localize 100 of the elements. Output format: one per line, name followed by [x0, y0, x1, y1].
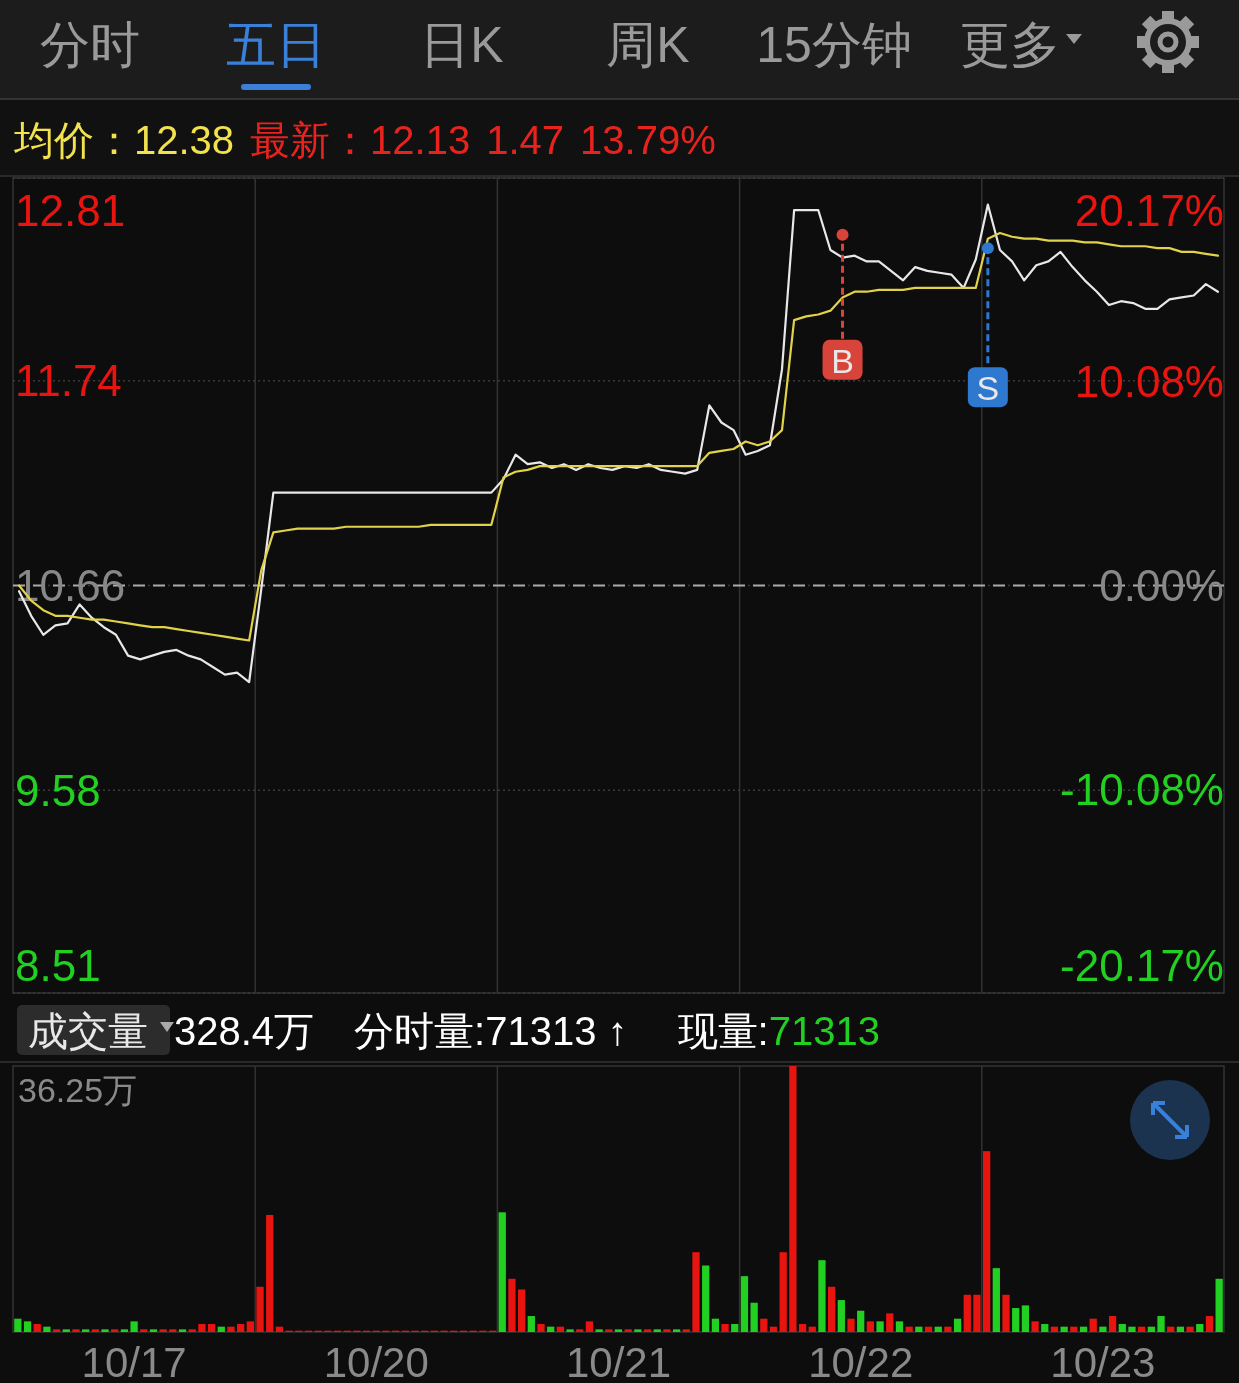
bar [1089, 1318, 1097, 1332]
text: 周K [606, 17, 690, 73]
bar [149, 1329, 158, 1332]
bar [740, 1276, 749, 1332]
bar [663, 1329, 671, 1332]
text: 13.79% [580, 118, 716, 162]
bar [828, 1286, 836, 1332]
y2-tick-label: -10.08% [1060, 764, 1224, 814]
y2-tick-label: 20.17% [1074, 185, 1224, 235]
bar [1002, 1294, 1010, 1332]
bar [1167, 1326, 1175, 1332]
bar [760, 1318, 768, 1332]
bar [576, 1329, 584, 1332]
bar [207, 1324, 216, 1332]
text: 现量: [677, 1009, 769, 1053]
bar [1031, 1321, 1039, 1332]
bar [227, 1326, 235, 1332]
bar [566, 1329, 574, 1332]
bar [178, 1329, 187, 1332]
text: S [976, 369, 1000, 408]
bar [1079, 1326, 1088, 1332]
bar [934, 1326, 942, 1332]
bar [198, 1324, 206, 1332]
bar [789, 1066, 797, 1332]
text: 更多 [960, 17, 1060, 73]
y2-tick-label: -20.17% [1060, 940, 1224, 990]
bar [169, 1329, 177, 1332]
bar [614, 1329, 623, 1332]
text: 1.47 [486, 118, 565, 162]
text: 均价：12.38 [13, 118, 235, 162]
bar [992, 1268, 1000, 1332]
bar [585, 1321, 594, 1332]
bar [1215, 1278, 1223, 1332]
annotation: 36.25万 [18, 1071, 138, 1109]
text: 日K [420, 17, 504, 73]
bar [517, 1289, 526, 1332]
bar [973, 1294, 981, 1332]
bar [217, 1326, 225, 1332]
bar [1186, 1326, 1194, 1332]
bar [1176, 1326, 1185, 1332]
bar [915, 1326, 923, 1332]
bar [1021, 1305, 1030, 1332]
text: 分时 [40, 17, 140, 73]
bar [237, 1324, 245, 1332]
bar [818, 1260, 826, 1332]
text: 成交量 [28, 1009, 148, 1053]
text: 分时量:71313 ↑ [354, 1009, 628, 1053]
bar [876, 1321, 884, 1332]
bar [527, 1316, 535, 1332]
bar [721, 1324, 729, 1332]
bar [634, 1329, 642, 1332]
bar [91, 1329, 99, 1332]
bar [266, 1214, 274, 1332]
bar [605, 1329, 613, 1332]
bar [256, 1286, 264, 1332]
x-tick-label: 10/23 [1050, 1339, 1156, 1383]
bar [120, 1329, 129, 1332]
bar [159, 1329, 167, 1332]
bar [508, 1278, 516, 1332]
text: B [831, 341, 854, 380]
bar [62, 1329, 70, 1332]
bar [866, 1321, 875, 1332]
bar [895, 1321, 904, 1332]
bar [52, 1329, 61, 1332]
bar [595, 1329, 603, 1332]
bar [188, 1329, 196, 1332]
bar [905, 1326, 913, 1332]
bar [1196, 1324, 1204, 1332]
bar [808, 1326, 816, 1332]
bar [1099, 1326, 1107, 1332]
y-tick-label: 11.74 [15, 356, 122, 406]
bar [924, 1326, 933, 1332]
bar [1157, 1316, 1165, 1332]
bar [537, 1324, 545, 1332]
bar [798, 1324, 807, 1332]
bar [43, 1326, 51, 1332]
bar [33, 1324, 41, 1332]
bar [275, 1326, 284, 1332]
y-tick-label: 12.81 [15, 185, 126, 235]
y2-tick-label: 10.08% [1074, 357, 1224, 407]
bar [111, 1329, 119, 1332]
bar [692, 1252, 700, 1332]
bar [682, 1329, 690, 1332]
x-tick-label: 10/22 [808, 1339, 914, 1383]
bar [983, 1151, 991, 1332]
bar [837, 1300, 845, 1332]
bar [1147, 1326, 1155, 1332]
bar [944, 1326, 952, 1332]
bar [1050, 1326, 1059, 1332]
bar [886, 1313, 894, 1332]
bar [246, 1321, 254, 1332]
bar [653, 1329, 661, 1332]
bar [82, 1329, 90, 1332]
bar [847, 1318, 855, 1332]
bar [556, 1326, 565, 1332]
bar [140, 1329, 148, 1332]
x-tick-label: 10/20 [323, 1339, 429, 1383]
bar [624, 1329, 632, 1332]
bar [1118, 1324, 1126, 1332]
bar [702, 1265, 710, 1332]
